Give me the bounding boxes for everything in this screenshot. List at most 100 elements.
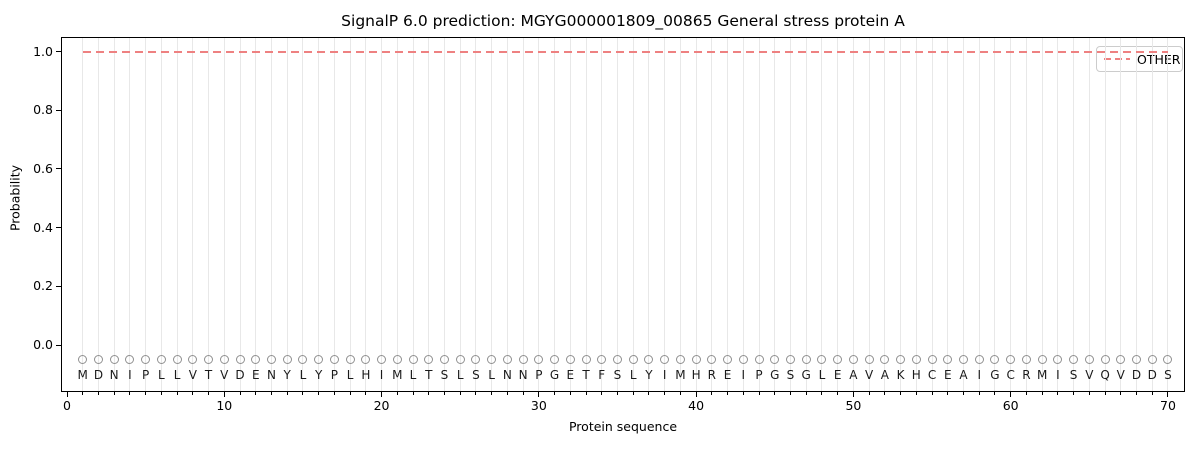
residue-letter: S xyxy=(786,368,795,383)
x-axis-minor-tick xyxy=(208,392,210,395)
residue-gridline xyxy=(396,38,398,391)
residue-gridline xyxy=(821,38,823,391)
residue-marker xyxy=(1147,355,1157,365)
residue-letter: I xyxy=(128,368,132,383)
residue-letter: Y xyxy=(314,368,323,383)
x-axis-minor-tick xyxy=(506,392,508,395)
residue-letter: I xyxy=(379,368,384,383)
x-axis-minor-tick xyxy=(884,392,886,395)
residue-gridline xyxy=(947,38,949,391)
residue-marker xyxy=(675,355,685,365)
x-axis-minor-tick xyxy=(349,392,351,395)
x-axis-major-tick xyxy=(695,392,697,397)
residue-marker xyxy=(628,355,638,365)
x-axis-major-tick xyxy=(1167,392,1169,397)
residue-gridline xyxy=(931,38,933,391)
residue-letter: G xyxy=(770,368,780,383)
residue-gridline xyxy=(789,38,791,391)
x-axis-minor-tick xyxy=(239,392,241,395)
residue-letter: C xyxy=(1006,368,1015,383)
x-axis-minor-tick xyxy=(821,392,823,395)
residue-gridline xyxy=(616,38,618,391)
residue-gridline xyxy=(1120,38,1122,391)
x-axis-major-tick xyxy=(381,392,383,397)
residue-marker xyxy=(848,355,858,365)
residue-gridline xyxy=(1010,38,1012,391)
residue-gridline xyxy=(585,38,587,391)
residue-gridline xyxy=(1025,38,1027,391)
legend-dashed-line-icon xyxy=(1104,58,1130,60)
x-axis-minor-tick xyxy=(412,392,414,395)
residue-letter: Y xyxy=(645,368,653,383)
residue-marker xyxy=(817,355,827,365)
residue-gridline xyxy=(506,38,508,391)
residue-gridline xyxy=(475,38,477,391)
residue-marker xyxy=(691,355,701,365)
x-axis-tick-label: 20 xyxy=(373,398,390,413)
residue-letter: P xyxy=(142,368,150,383)
residue-gridline xyxy=(837,38,839,391)
x-axis-minor-tick xyxy=(1088,392,1090,395)
residue-marker xyxy=(943,355,953,365)
residue-letter: K xyxy=(896,368,905,383)
residue-marker xyxy=(1053,355,1063,365)
x-axis-minor-tick xyxy=(255,392,257,395)
residue-gridline xyxy=(1057,38,1059,391)
residue-letter: M xyxy=(1036,368,1048,383)
residue-gridline xyxy=(82,38,84,391)
residue-marker xyxy=(455,355,465,365)
residue-marker xyxy=(1132,355,1141,365)
x-axis-minor-tick xyxy=(270,392,272,395)
residue-marker xyxy=(487,355,497,365)
residue-marker xyxy=(660,355,670,365)
x-axis-minor-tick xyxy=(1041,392,1043,395)
residue-marker xyxy=(298,355,308,365)
residue-letter: R xyxy=(707,368,717,383)
x-axis-minor-tick xyxy=(1136,392,1137,395)
x-axis-minor-tick xyxy=(774,392,776,395)
residue-marker xyxy=(644,355,654,365)
residue-gridline xyxy=(962,38,964,391)
x-axis-minor-tick xyxy=(868,392,870,395)
residue-gridline xyxy=(113,38,115,391)
residue-marker xyxy=(219,355,229,365)
residue-gridline xyxy=(601,38,603,391)
residue-gridline xyxy=(255,38,257,391)
residue-marker xyxy=(345,355,355,365)
x-axis-minor-tick xyxy=(286,392,288,395)
residue-letter: G xyxy=(801,368,811,383)
residue-letter: L xyxy=(456,368,464,383)
residue-gridline xyxy=(1041,38,1043,391)
residue-letter: S xyxy=(440,368,449,383)
residue-marker xyxy=(1100,355,1110,365)
x-axis-minor-tick xyxy=(664,392,666,395)
residue-gridline xyxy=(1088,38,1090,391)
residue-marker xyxy=(518,355,528,365)
residue-letter: M xyxy=(392,368,403,383)
x-axis-tick-label: 70 xyxy=(1160,398,1176,413)
x-axis-minor-tick xyxy=(601,392,603,395)
residue-marker xyxy=(78,355,88,365)
residue-gridline xyxy=(160,38,162,391)
residue-marker xyxy=(1021,355,1031,365)
residue-letter: S xyxy=(1164,368,1172,383)
residue-marker xyxy=(156,355,166,365)
residue-gridline xyxy=(239,38,241,391)
residue-marker xyxy=(864,355,874,365)
residue-marker xyxy=(282,355,292,365)
y-axis-tick xyxy=(56,285,61,287)
x-axis-minor-tick xyxy=(727,392,729,395)
residue-gridline xyxy=(900,38,902,391)
residue-letter: L xyxy=(299,368,307,383)
x-axis-minor-tick xyxy=(475,392,477,395)
residue-letter: S xyxy=(472,368,480,383)
residue-gridline xyxy=(459,38,461,391)
x-axis-minor-tick xyxy=(82,392,84,395)
residue-marker xyxy=(911,355,921,365)
residue-marker xyxy=(125,355,135,365)
residue-letter: V xyxy=(1116,368,1125,383)
residue-letter: D xyxy=(235,368,245,383)
x-axis-minor-tick xyxy=(113,392,115,395)
residue-marker xyxy=(314,355,324,365)
